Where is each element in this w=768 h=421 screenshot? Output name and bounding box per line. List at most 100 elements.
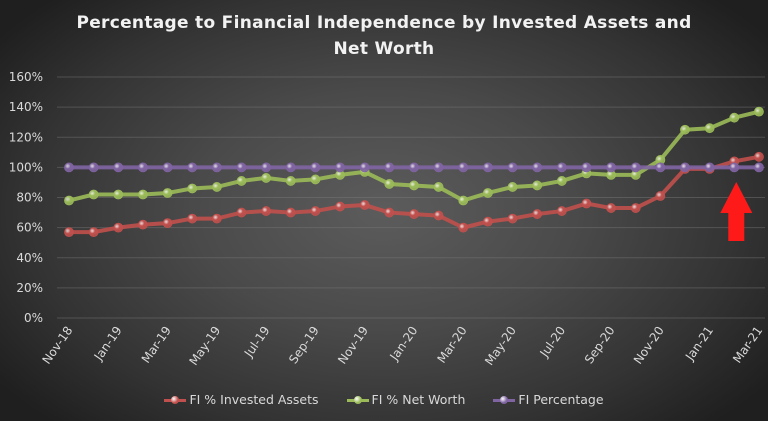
data-point[interactable] [335,162,345,173]
chart-title: Percentage to Financial Independence by … [0,10,768,62]
data-point[interactable] [236,162,247,173]
data-point[interactable] [532,180,543,191]
data-point[interactable] [433,182,444,192]
data-point[interactable] [64,162,74,173]
data-point[interactable] [630,203,641,213]
data-point[interactable] [482,188,493,198]
data-point[interactable] [138,162,148,173]
data-point[interactable] [64,227,74,238]
data-point[interactable] [507,162,518,173]
data-point[interactable] [310,206,321,216]
x-tick-label: Nov-20 [631,324,667,367]
data-point[interactable] [482,216,493,227]
legend-marker-icon [164,395,187,404]
data-point[interactable] [433,210,444,221]
data-point[interactable] [261,206,272,216]
data-point[interactable] [729,112,740,123]
data-point[interactable] [532,162,543,173]
data-point[interactable] [236,207,247,218]
data-point[interactable] [704,162,715,173]
data-point[interactable] [335,201,345,212]
data-point[interactable] [359,200,370,210]
data-point[interactable] [409,209,419,219]
data-point[interactable] [606,203,616,213]
legend-item[interactable]: FI Percentage [493,392,604,407]
y-tick-label: 0% [24,311,43,325]
data-point[interactable] [532,209,543,219]
data-point[interactable] [581,198,592,209]
legend-marker-icon [493,395,516,404]
y-tick-label: 40% [16,251,43,265]
data-point[interactable] [680,124,690,135]
data-point[interactable] [384,207,395,218]
data-point[interactable] [285,207,296,218]
x-tick-label: Mar-20 [434,324,469,366]
data-point[interactable] [261,162,272,173]
data-point[interactable] [113,189,124,200]
data-point[interactable] [754,106,764,117]
data-point[interactable] [655,162,666,173]
data-point[interactable] [581,162,592,173]
data-point[interactable] [655,191,666,201]
x-tick-label: Jan-20 [387,324,421,364]
up-arrow-icon [720,182,753,241]
data-point[interactable] [704,123,715,134]
data-point[interactable] [113,222,124,233]
data-point[interactable] [384,179,395,189]
data-point[interactable] [754,162,764,173]
data-point[interactable] [458,195,469,206]
legend: FI % Invested Assets FI % Net Worth FI Per… [0,392,768,407]
legend-item[interactable]: FI % Net Worth [346,392,465,407]
data-point[interactable] [384,162,395,173]
data-point[interactable] [754,151,764,162]
data-point[interactable] [187,213,198,224]
data-point[interactable] [359,162,370,173]
data-point[interactable] [458,222,469,233]
data-point[interactable] [211,182,222,192]
x-tick-label: Jul-19 [241,324,273,361]
data-point[interactable] [162,218,173,229]
data-point[interactable] [482,162,493,173]
data-point[interactable] [261,173,272,183]
data-point[interactable] [285,162,296,173]
data-point[interactable] [507,213,518,224]
data-point[interactable] [64,195,74,206]
x-tick-label: Jul-20 [537,324,569,361]
data-point[interactable] [162,162,173,173]
y-tick-label: 60% [16,221,43,235]
y-tick-label: 80% [16,191,43,205]
data-point[interactable] [162,188,173,198]
data-point[interactable] [211,162,222,173]
legend-marker-icon [346,395,369,404]
y-tick-label: 100% [9,160,43,174]
data-point[interactable] [138,189,148,200]
data-point[interactable] [310,162,321,173]
data-point[interactable] [187,162,198,173]
data-point[interactable] [556,162,567,173]
data-point[interactable] [187,183,198,194]
data-point[interactable] [556,206,567,216]
data-point[interactable] [680,162,690,173]
data-point[interactable] [211,213,222,224]
legend-label: FI Percentage [518,392,604,407]
data-point[interactable] [630,162,641,173]
data-point[interactable] [606,162,616,173]
data-point[interactable] [409,162,419,173]
data-point[interactable] [556,176,567,186]
data-point[interactable] [310,174,321,185]
data-point[interactable] [113,162,124,173]
legend-item[interactable]: FI % Invested Assets [164,392,319,407]
data-point[interactable] [507,182,518,192]
data-point[interactable] [409,180,419,191]
data-point[interactable] [88,162,99,173]
data-point[interactable] [433,162,444,173]
data-point[interactable] [236,176,247,186]
data-point[interactable] [729,162,740,173]
chart-title-line-2: Net Worth [333,39,435,59]
data-point[interactable] [138,219,148,230]
data-point[interactable] [88,189,99,200]
data-point[interactable] [88,227,99,238]
data-point[interactable] [285,176,296,186]
data-point[interactable] [458,162,469,173]
